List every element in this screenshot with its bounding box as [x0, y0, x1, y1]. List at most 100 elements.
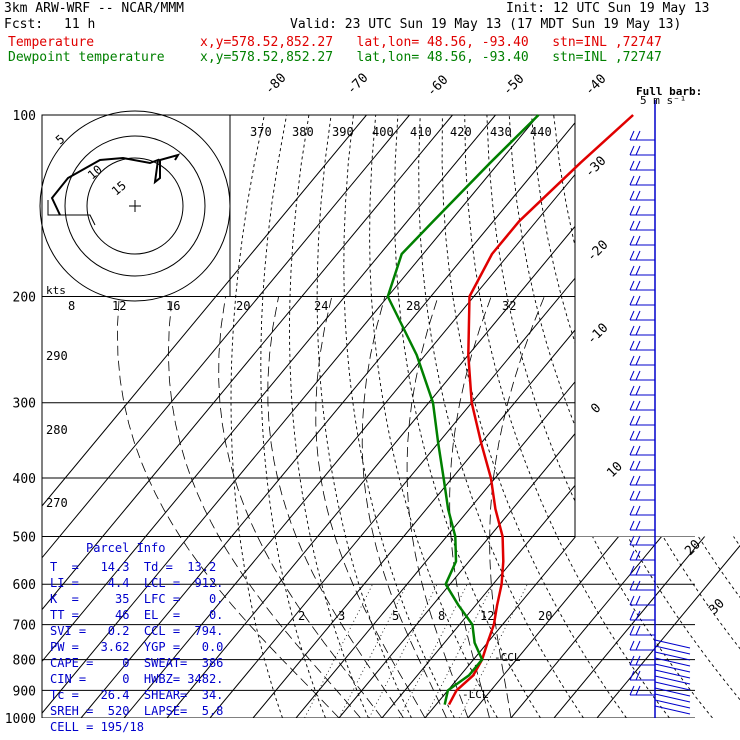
hodograph-trace: [50, 153, 181, 216]
wind-barb: [629, 220, 655, 231]
mixing-ratio-label: 2: [298, 609, 305, 623]
pressure-tick-label: 100: [13, 109, 36, 124]
isotherm-line: [123, 115, 625, 718]
hodograph-speed-label: 20: [236, 299, 250, 313]
wind-barb: [629, 610, 655, 621]
dewpoint-line: [386, 114, 540, 705]
isotherm-line: [80, 115, 582, 718]
wind-barb: [654, 693, 691, 703]
moist-adiabat-line: [167, 296, 361, 718]
hodograph-units-label: kts: [46, 284, 66, 297]
hodograph-speed-label: 24: [314, 299, 328, 313]
temperature-location: x,y=578.52,852.27 lat,lon= 48.56, -93.40…: [200, 35, 662, 50]
isotherm-label: -70: [344, 71, 371, 98]
wind-barb: [629, 310, 655, 321]
wind-barb: [654, 699, 691, 709]
hodograph-speed-label: 8: [68, 299, 75, 313]
isotherm-line: [166, 115, 668, 718]
wind-barb: [629, 475, 655, 486]
isotherm-line: [338, 115, 740, 718]
pressure-tick-label: 400: [13, 472, 36, 487]
hodograph-speed-label: 32: [502, 299, 516, 313]
forecast-label: Fcst:: [4, 17, 44, 32]
isotherm-line: [252, 115, 740, 718]
wind-barb: [629, 145, 655, 156]
hodograph-ring: [39, 110, 231, 302]
dry-adiabat-line: [230, 115, 283, 718]
mixing-ratio-line: [368, 584, 438, 718]
mixing-ratio-label: 8: [438, 609, 445, 623]
dry-adiabat-line: [418, 115, 584, 718]
lcl-label: -LCL: [462, 688, 489, 701]
wind-barbs: Full barb:5 m s⁻¹: [629, 85, 702, 718]
wind-barb: [629, 130, 655, 141]
wind-barb: [654, 675, 691, 685]
temperature-legend: Temperature: [8, 35, 95, 50]
theta-label: 280: [46, 423, 68, 437]
wind-barb: [629, 235, 655, 246]
theta-label: 270: [46, 496, 68, 510]
parcel-info-row: LI = 4.4 LCL = 912.: [50, 576, 224, 590]
ccl-label: -CCL: [494, 651, 521, 664]
dry-adiabat-line: [508, 115, 740, 718]
theta-label: 440: [530, 125, 552, 139]
theta-label: 380: [292, 125, 314, 139]
isotherm-line: [42, 115, 539, 718]
moist-adiabat-line: [218, 296, 383, 718]
mixing-ratio-label: 12: [480, 609, 494, 623]
wind-barb: [654, 681, 691, 691]
wind-barb: [629, 565, 655, 576]
parcel-info-title: Parcel Info: [86, 541, 166, 555]
mixing-ratio-label: 3: [338, 609, 345, 623]
wind-barb: [629, 295, 655, 306]
isotherm-line: [510, 115, 740, 718]
moist-adiabat-line: [267, 296, 404, 718]
pressure-tick-label: 700: [13, 619, 36, 634]
parcel-info-row: PW = 3.62 YGP = 0.0: [50, 640, 224, 654]
mixing-ratio-line: [338, 584, 408, 718]
wind-barb: [654, 663, 691, 673]
isotherm-label: -60: [424, 73, 451, 100]
theta-label: 290: [46, 349, 68, 363]
wind-barb: [654, 687, 691, 697]
wind-barb: [629, 445, 655, 456]
wind-barb: [654, 639, 691, 649]
pressure-tick-label: 200: [13, 291, 36, 306]
wind-barb: [629, 265, 655, 276]
hodograph-ring: [64, 135, 206, 277]
parcel-info-row: TT = 46 EL = 0.: [50, 608, 224, 622]
theta-label: 390: [332, 125, 354, 139]
wind-barb: [629, 385, 655, 396]
moist-adiabat-line: [489, 296, 545, 718]
moist-adiabat-line: [116, 296, 340, 718]
theta-label: 420: [450, 125, 472, 139]
wind-barb: [629, 655, 655, 666]
isotherm-label: 30: [706, 596, 728, 618]
wind-barb: [629, 640, 655, 651]
dry-adiabat-line: [343, 115, 455, 718]
dry-adiabat-line: [575, 115, 740, 718]
wind-barb: [629, 430, 655, 441]
isotherm-label: -10: [584, 321, 611, 348]
isotherm-line: [42, 115, 367, 718]
hodograph-ring-label: 10: [85, 162, 105, 182]
wind-barb: [629, 280, 655, 291]
pressure-tick-label: 500: [13, 530, 36, 545]
dry-adiabat-line: [486, 115, 713, 718]
profile-series: -CCL -LCL: [386, 114, 634, 706]
theta-label: 430: [490, 125, 512, 139]
moist-adiabat-line: [406, 296, 469, 718]
hodograph-speed-label: 16: [166, 299, 180, 313]
moist-adiabat-line: [315, 296, 426, 718]
wind-barb: [654, 645, 691, 655]
dewpoint-legend: Dewpoint temperature: [8, 50, 165, 65]
mixing-ratio-label: 5: [392, 609, 399, 623]
parcel-info-row: T = 14.3 Td = 13.2: [50, 560, 217, 574]
wind-barb: [629, 550, 655, 561]
isotherm-line: [42, 115, 496, 718]
forecast-hour: 11 h: [64, 17, 96, 32]
isotherm-label: 20: [682, 537, 704, 559]
wind-barb: [629, 340, 655, 351]
pressure-tick-label: 600: [13, 578, 36, 593]
